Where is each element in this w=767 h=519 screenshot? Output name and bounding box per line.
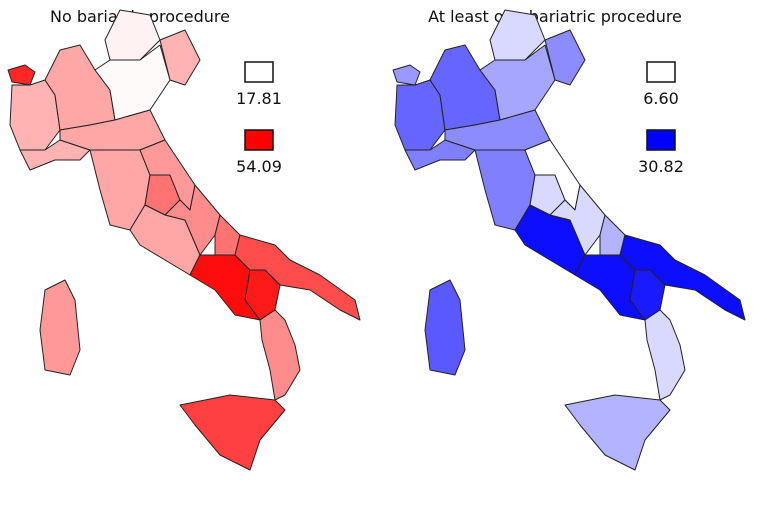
italy-map: 17.81 54.09 [7, 9, 361, 471]
region [19, 139, 91, 171]
legend-label: 54.09 [236, 157, 282, 176]
region [392, 64, 421, 86]
legend-label: 6.60 [643, 89, 679, 108]
legend-label: 17.81 [236, 89, 282, 108]
region [7, 64, 36, 86]
region [259, 309, 301, 401]
legend-swatch [244, 129, 274, 151]
legend-swatch [244, 61, 274, 83]
legend-swatch [646, 61, 676, 83]
region [544, 29, 586, 86]
legend-label: 30.82 [638, 157, 684, 176]
legend-swatch [646, 129, 676, 151]
region [159, 29, 201, 86]
region [644, 309, 686, 401]
italy-map: 6.60 30.82 [392, 9, 746, 471]
region [424, 279, 466, 376]
region [404, 139, 476, 171]
map-title: At least one bariatric procedure [428, 7, 682, 26]
region [179, 394, 286, 471]
region [39, 279, 81, 376]
region [564, 394, 671, 471]
